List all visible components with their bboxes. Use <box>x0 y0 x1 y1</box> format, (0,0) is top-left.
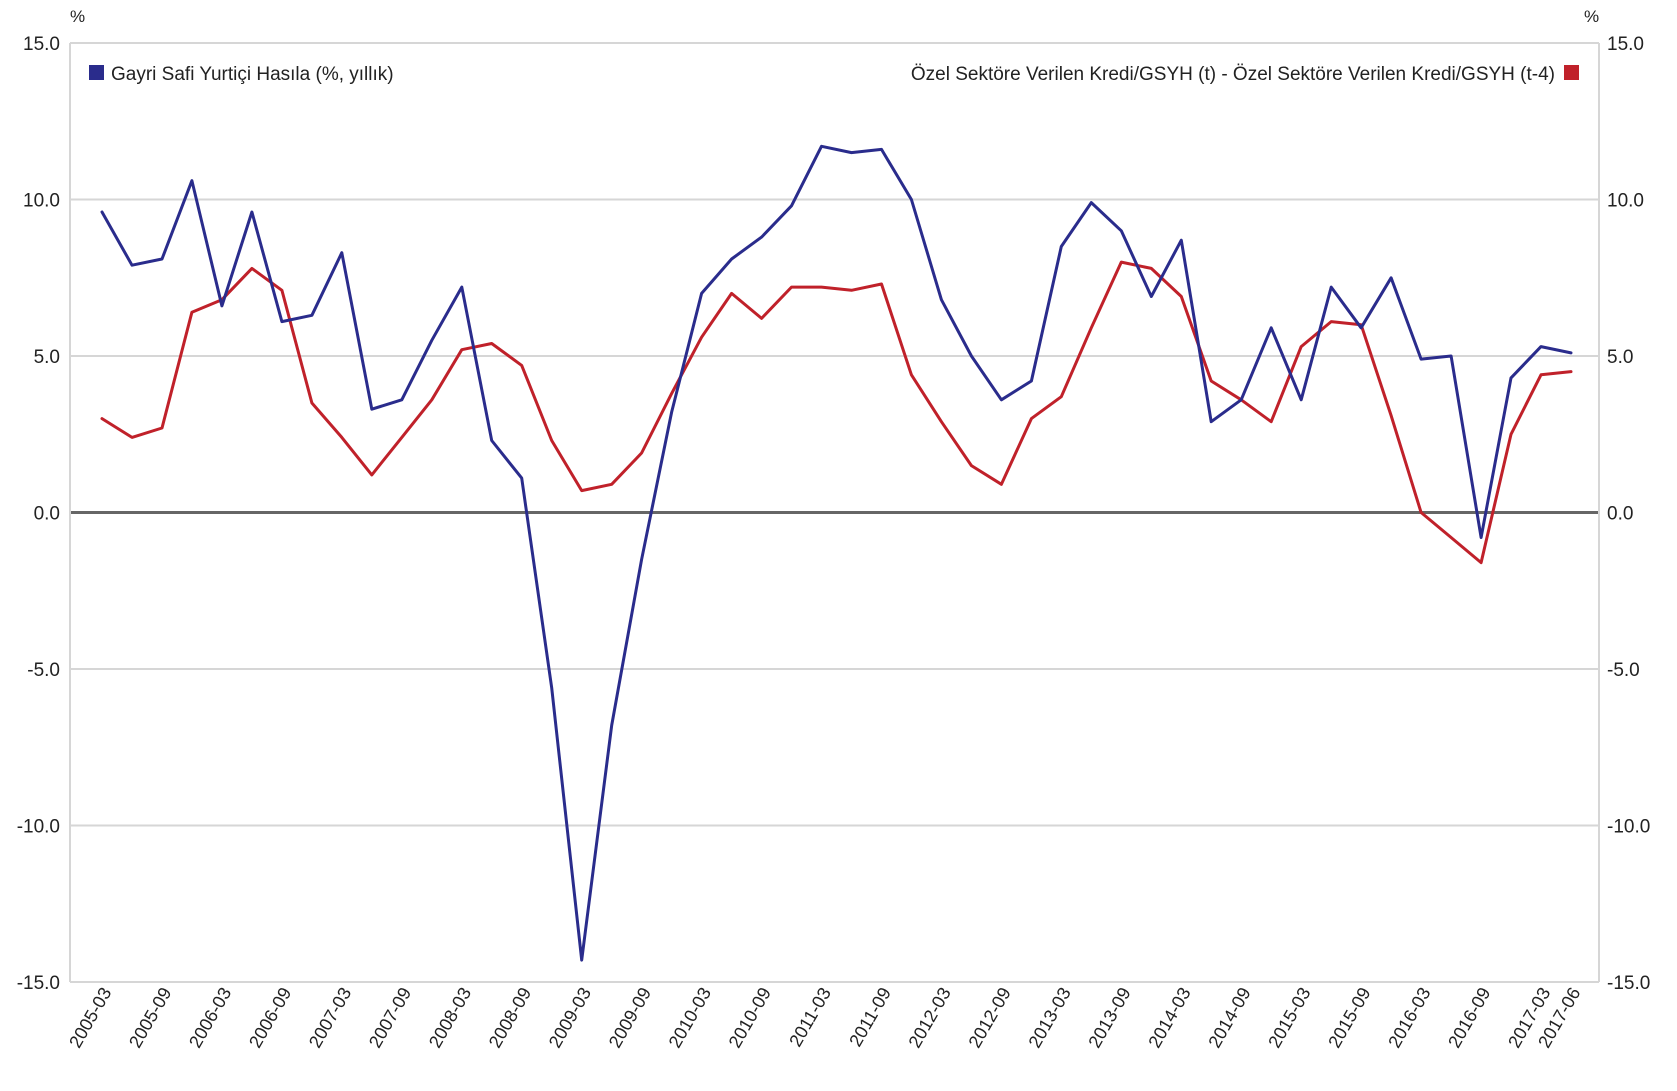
right-axis-unit: % <box>1584 7 1599 26</box>
x-tick-label: 2015-03 <box>1264 984 1314 1051</box>
x-tick-label: 2008-09 <box>485 984 535 1051</box>
legend-label-credit: Özel Sektöre Verilen Kredi/GSYH (t) - Öz… <box>911 64 1555 85</box>
x-tick-label: 2009-09 <box>605 984 655 1051</box>
y-tick-label-left: 15.0 <box>23 34 60 55</box>
x-tick-label: 2012-03 <box>905 984 955 1051</box>
legend-swatch-credit <box>1564 65 1579 80</box>
x-tick-label: 2006-03 <box>185 984 235 1051</box>
y-tick-label-right: -10.0 <box>1607 817 1650 838</box>
x-tick-label: 2005-03 <box>65 984 115 1051</box>
x-tick-label: 2011-09 <box>845 984 895 1050</box>
legend-label-gdp: Gayri Safi Yurtiçi Hasıla (%, yıllık) <box>111 64 394 85</box>
x-tick-label: 2008-03 <box>425 984 475 1051</box>
y-tick-label-right: -15.0 <box>1607 973 1650 994</box>
y-tick-label-right: 0.0 <box>1607 504 1633 525</box>
y-tick-label-right: 15.0 <box>1607 34 1644 55</box>
y-tick-label-right: 10.0 <box>1607 191 1644 212</box>
legend: Gayri Safi Yurtiçi Hasıla (%, yıllık) Öz… <box>89 64 1579 85</box>
y-tick-label-left: -5.0 <box>27 660 60 681</box>
series-line-credit <box>100 260 1573 565</box>
x-tick-label: 2013-09 <box>1084 984 1134 1051</box>
y-tick-label-left: 0.0 <box>34 504 60 525</box>
y-tick-label-left: -15.0 <box>17 973 60 994</box>
x-tick-label: 2009-03 <box>545 984 595 1051</box>
x-tick-label: 2006-09 <box>245 984 295 1051</box>
x-tick-label: 2007-03 <box>305 984 355 1051</box>
left-axis-unit: % <box>70 7 85 26</box>
series-line-gdp <box>100 144 1573 962</box>
x-tick-label: 2014-09 <box>1204 984 1254 1051</box>
legend-swatch-gdp <box>89 65 104 80</box>
axes: 15.0 15.0 10.0 10.0 5.0 5.0 0.0 0.0 -5.0 -5.0 -10.… <box>17 34 1651 1051</box>
x-tick-label: 2014-03 <box>1144 984 1194 1051</box>
x-tick-label: 2005-09 <box>125 984 175 1051</box>
y-tick-label-left: -10.0 <box>17 817 60 838</box>
series-lines <box>100 144 1573 962</box>
x-tick-label: 2007-09 <box>365 984 415 1051</box>
gridlines <box>70 42 1599 983</box>
x-tick-label: 2016-03 <box>1384 984 1434 1051</box>
x-tick-label: 2011-03 <box>785 984 835 1050</box>
x-tick-label: 2012-09 <box>965 984 1015 1051</box>
x-tick-label: 2010-03 <box>665 984 715 1051</box>
x-tick-label: 2015-09 <box>1324 984 1374 1051</box>
y-tick-label-right: 5.0 <box>1607 347 1633 368</box>
x-tick-label: 2016-09 <box>1444 984 1494 1051</box>
y-tick-label-left: 10.0 <box>23 191 60 212</box>
y-tick-label-left: 5.0 <box>34 347 60 368</box>
y-tick-label-right: -5.0 <box>1607 660 1640 681</box>
x-tick-label: 2010-09 <box>725 984 775 1051</box>
x-tick-label: 2013-03 <box>1024 984 1074 1051</box>
